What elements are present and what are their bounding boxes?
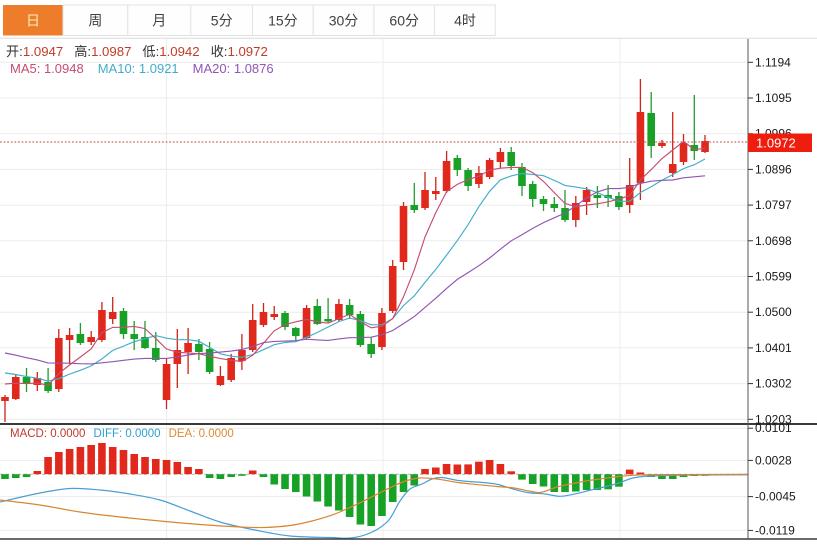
- svg-text:月: 月: [152, 12, 166, 28]
- svg-text:1.0698: 1.0698: [755, 234, 792, 248]
- svg-text:1.0972: 1.0972: [756, 136, 796, 151]
- svg-text:1.0302: 1.0302: [755, 377, 792, 391]
- svg-text:1.1095: 1.1095: [755, 91, 792, 105]
- svg-text:15分: 15分: [268, 12, 298, 28]
- svg-text:1.0401: 1.0401: [755, 341, 792, 355]
- svg-text:4时: 4时: [454, 12, 476, 28]
- svg-text:1.1194: 1.1194: [755, 55, 791, 69]
- svg-text:-0.0045: -0.0045: [755, 490, 796, 504]
- svg-text:1.0599: 1.0599: [755, 270, 792, 284]
- svg-text:1.0203: 1.0203: [755, 412, 792, 426]
- svg-text:1.0797: 1.0797: [755, 198, 792, 212]
- svg-text:5分: 5分: [211, 12, 233, 28]
- svg-text:0.0101: 0.0101: [755, 421, 792, 435]
- svg-text:日: 日: [26, 12, 40, 28]
- svg-text:1.0500: 1.0500: [755, 305, 792, 319]
- svg-text:1.0896: 1.0896: [755, 162, 792, 176]
- svg-text:周: 周: [88, 12, 102, 28]
- svg-text:60分: 60分: [389, 12, 419, 28]
- svg-text:30分: 30分: [329, 12, 359, 28]
- svg-text:-0.0119: -0.0119: [755, 523, 795, 537]
- svg-text:0.0028: 0.0028: [755, 453, 792, 467]
